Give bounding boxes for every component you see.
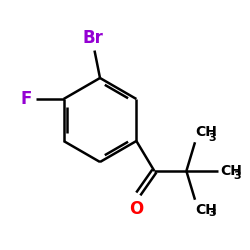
Text: F: F [20,90,32,108]
Text: CH: CH [220,164,242,178]
Text: 3: 3 [234,171,241,181]
Text: Br: Br [82,28,103,46]
Text: 3: 3 [208,133,216,143]
Text: 3: 3 [208,208,216,218]
Text: O: O [129,200,144,218]
Text: CH: CH [195,125,217,139]
Text: CH: CH [195,203,217,217]
